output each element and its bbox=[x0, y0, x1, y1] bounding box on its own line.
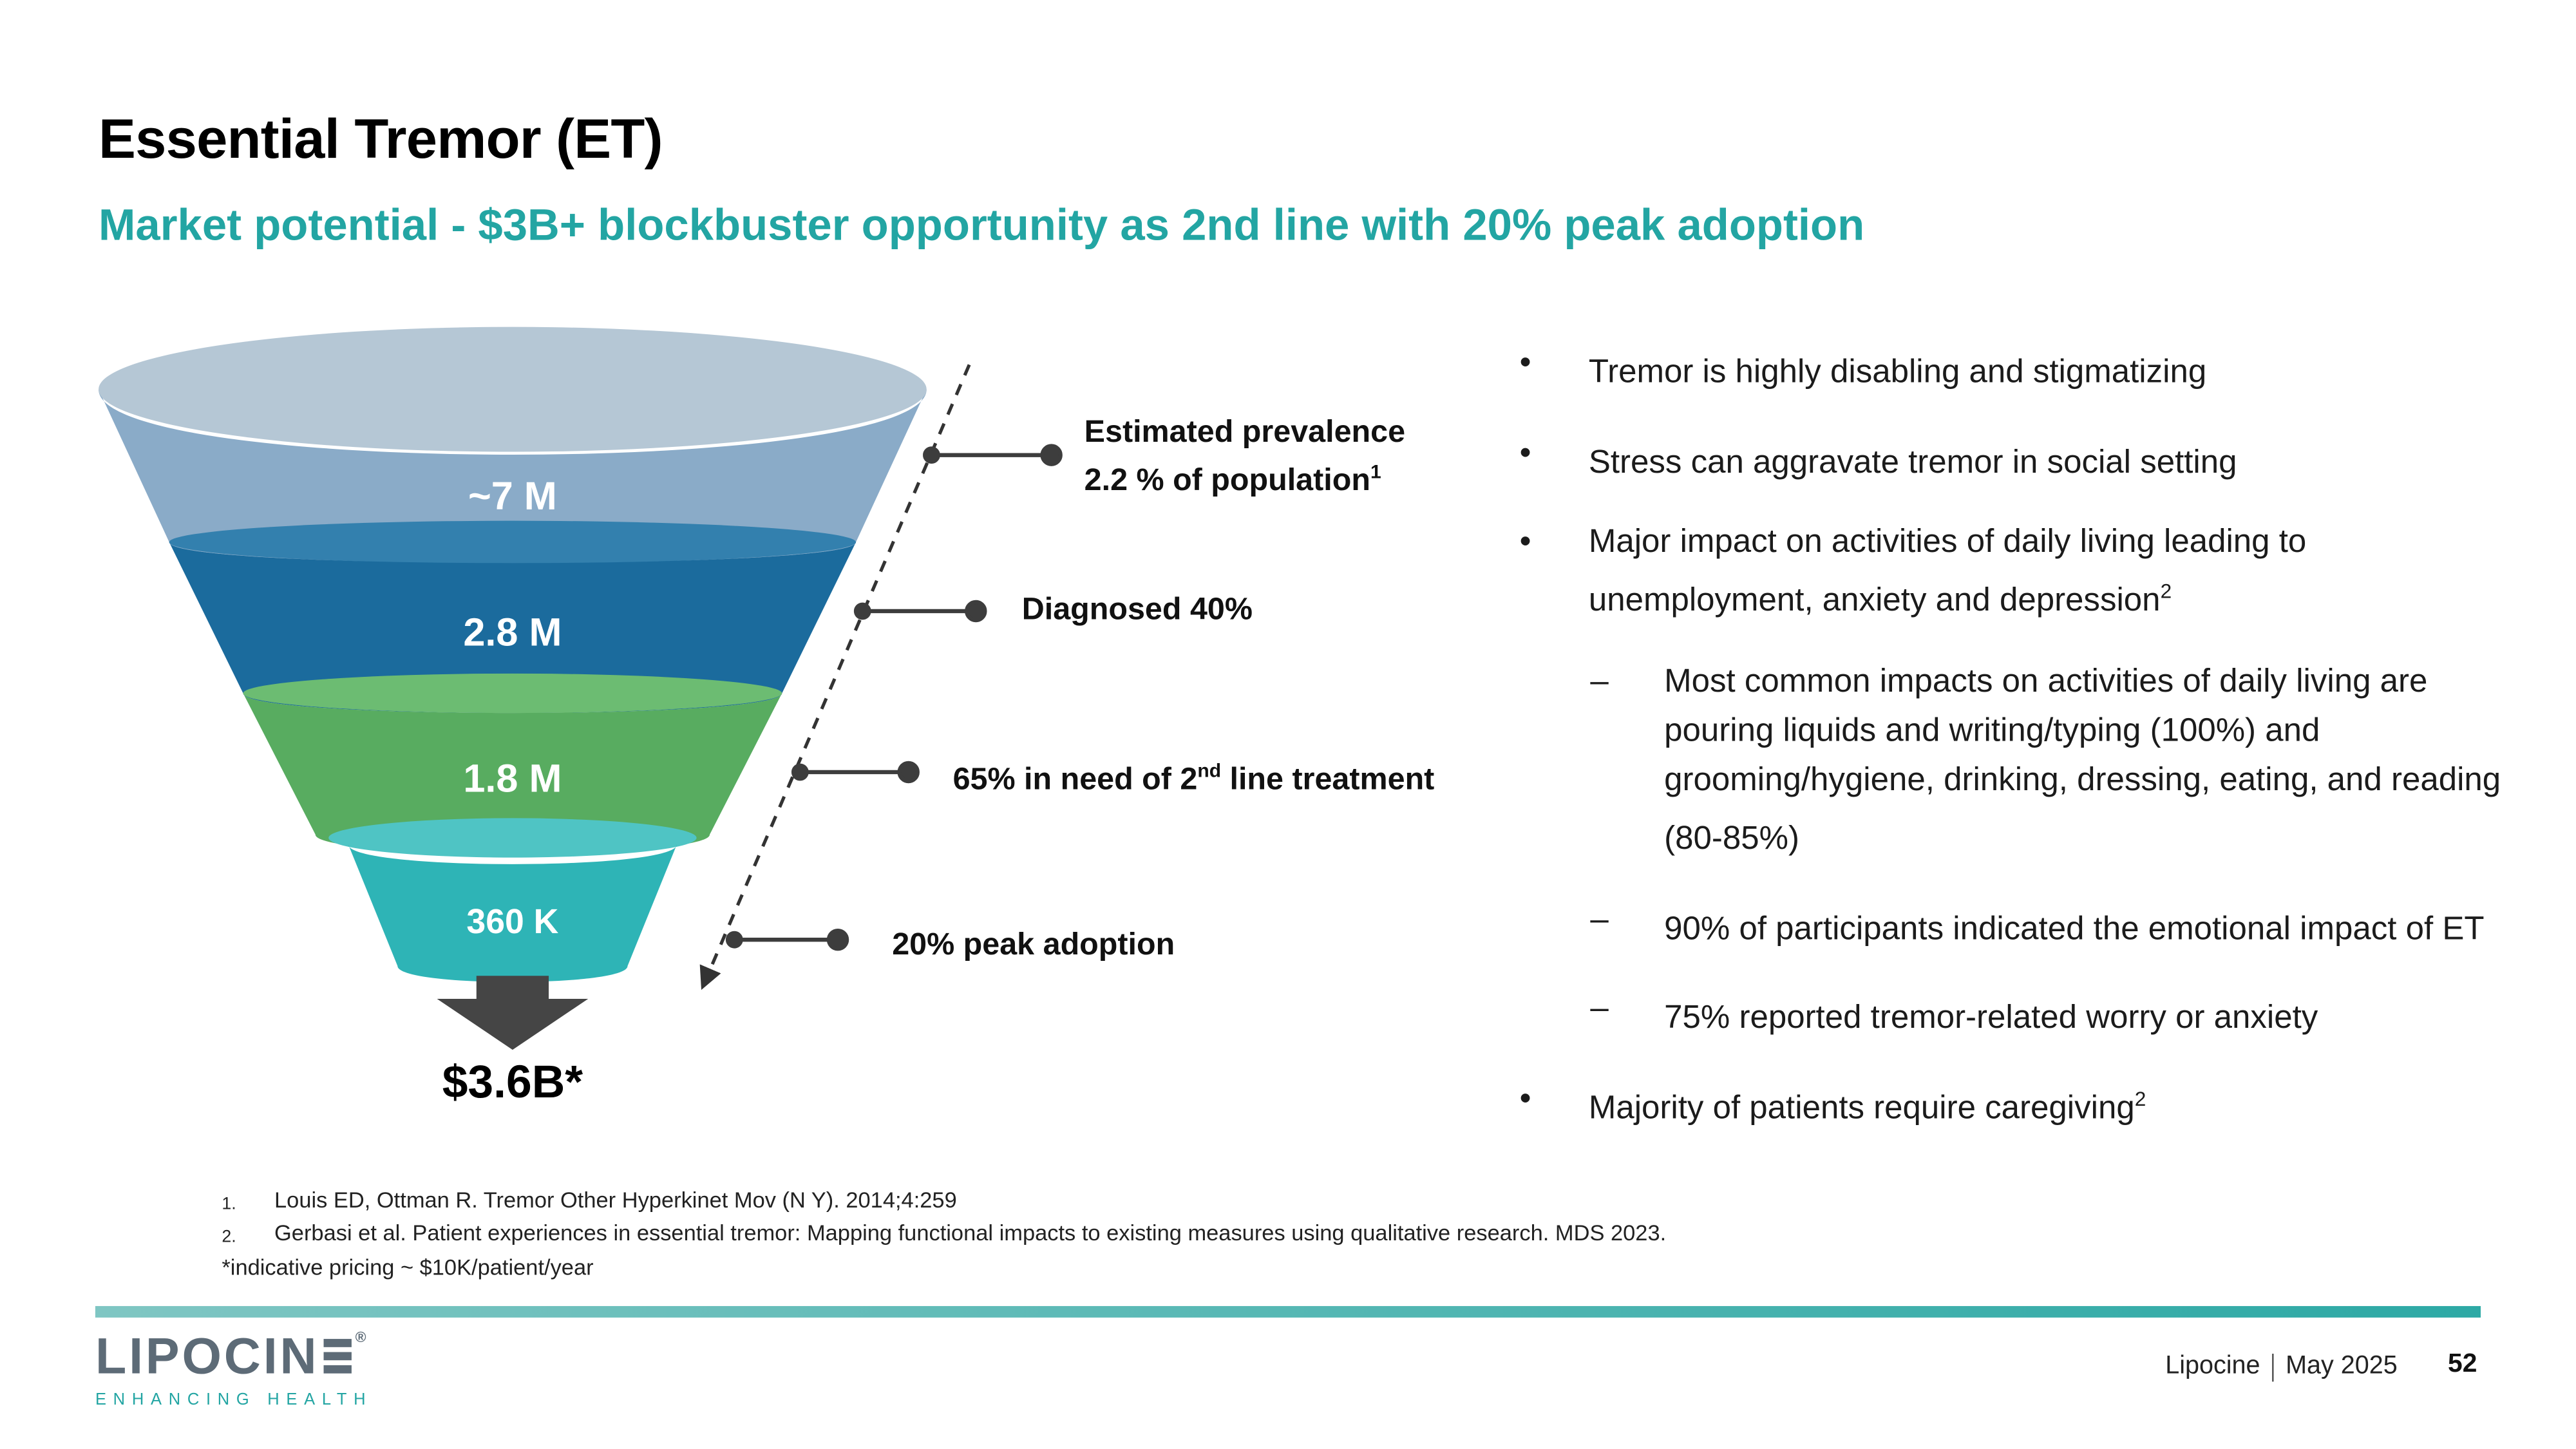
callout-dot-2 bbox=[965, 600, 987, 623]
bullet-item-2: • Stress can aggravate tremor in social … bbox=[1520, 428, 2515, 487]
footnote-number: 2. bbox=[222, 1227, 236, 1247]
funnel-diagram: ~7 M 2.8 M 1.8 M 360 K bbox=[99, 327, 1063, 1050]
bullet-marker: • bbox=[1519, 524, 1531, 561]
sub-bullet-item-3: – 75% reported tremor-related worry or a… bbox=[1590, 985, 2515, 1043]
bullet-marker: • bbox=[1519, 1081, 1531, 1117]
callout-dot-1b bbox=[923, 446, 940, 464]
dash-marker: – bbox=[1590, 990, 1609, 1028]
callout-dot-3 bbox=[897, 761, 920, 784]
logo-tagline: ENHANCING HEALTH bbox=[95, 1391, 373, 1410]
logo-text: LIPOCIN bbox=[95, 1327, 319, 1385]
bullet-item-3: • Major impact on activities of daily li… bbox=[1520, 518, 2515, 625]
footer-credit: Lipocine May 2025 bbox=[2165, 1352, 2398, 1381]
page-title: Essential Tremor (ET) bbox=[99, 108, 663, 171]
bullet-item-1: • Tremor is highly disabling and stigmat… bbox=[1520, 339, 2515, 397]
page-subtitle: Market potential - $3B+ blockbuster oppo… bbox=[99, 200, 1865, 250]
bullet-item-4: • Majority of patients require caregivin… bbox=[1520, 1074, 2515, 1133]
pricing-note: *indicative pricing ~ $10K/patient/year bbox=[222, 1255, 594, 1280]
footer-divider bbox=[2271, 1352, 2275, 1381]
callout-diagnosed: Diagnosed 40% bbox=[1021, 592, 1253, 628]
callout-peak-adoption: 20% peak adoption bbox=[892, 928, 1175, 963]
funnel-layer-4 bbox=[348, 844, 677, 982]
callout-dot-2b bbox=[853, 602, 871, 620]
funnel-label-3: 1.8 M bbox=[463, 757, 562, 800]
footnote-1: 1. Louis ED, Ottman R. Tremor Other Hype… bbox=[222, 1186, 1666, 1219]
footnote-number: 1. bbox=[222, 1194, 236, 1215]
dash-marker: – bbox=[1590, 663, 1609, 700]
funnel-label-1: ~7 M bbox=[468, 474, 557, 518]
lipocine-logo: LIPOCIN ® ENHANCING HEALTH bbox=[95, 1327, 373, 1410]
funnel-rim-4 bbox=[328, 818, 697, 858]
funnel-label-2: 2.8 M bbox=[463, 611, 562, 654]
callout-second-line-treatment: 65% in need of 2nd line treatment bbox=[952, 761, 1435, 798]
key-points-list: • Tremor is highly disabling and stigmat… bbox=[1520, 339, 2515, 1164]
callout-dot-4b bbox=[725, 931, 743, 949]
funnel-arrow-icon bbox=[437, 976, 589, 1050]
funnel-dashed-guide bbox=[699, 364, 971, 990]
sub-bullet-item-1: – Most common impacts on activities of d… bbox=[1590, 657, 2515, 864]
page-number: 52 bbox=[2447, 1350, 2477, 1379]
funnel-top-rim bbox=[99, 327, 927, 452]
footnotes: 1. Louis ED, Ottman R. Tremor Other Hype… bbox=[222, 1186, 1666, 1283]
footer-company: Lipocine bbox=[2165, 1352, 2260, 1380]
logo-e-glyph bbox=[324, 1339, 352, 1373]
funnel-layer-1 bbox=[99, 389, 927, 564]
funnel-layer-2 bbox=[169, 542, 857, 714]
footnote-2: 2. Gerbasi et al. Patient experiences in… bbox=[222, 1219, 1666, 1252]
funnel-rim-2 bbox=[169, 520, 857, 564]
funnel-rim-3 bbox=[243, 673, 782, 714]
footer-date: May 2025 bbox=[2286, 1352, 2398, 1380]
callout-dot-1 bbox=[1040, 444, 1063, 466]
funnel-label-4: 360 K bbox=[466, 903, 558, 941]
funnel-layer-3 bbox=[243, 693, 782, 853]
sub-bullet-item-2: – 90% of participants indicated the emot… bbox=[1590, 895, 2515, 953]
registered-mark: ® bbox=[355, 1329, 369, 1346]
funnel-result-value: $3.6B* bbox=[442, 1056, 583, 1108]
bullet-marker: • bbox=[1519, 435, 1531, 471]
bullet-marker: • bbox=[1519, 345, 1531, 381]
dash-marker: – bbox=[1590, 901, 1609, 938]
callout-dot-4 bbox=[826, 928, 849, 951]
callout-prevalence: Estimated prevalence 2.2 % of population… bbox=[1084, 415, 1406, 498]
callout-dot-3b bbox=[791, 763, 809, 781]
footer-accent-bar bbox=[95, 1306, 2481, 1318]
